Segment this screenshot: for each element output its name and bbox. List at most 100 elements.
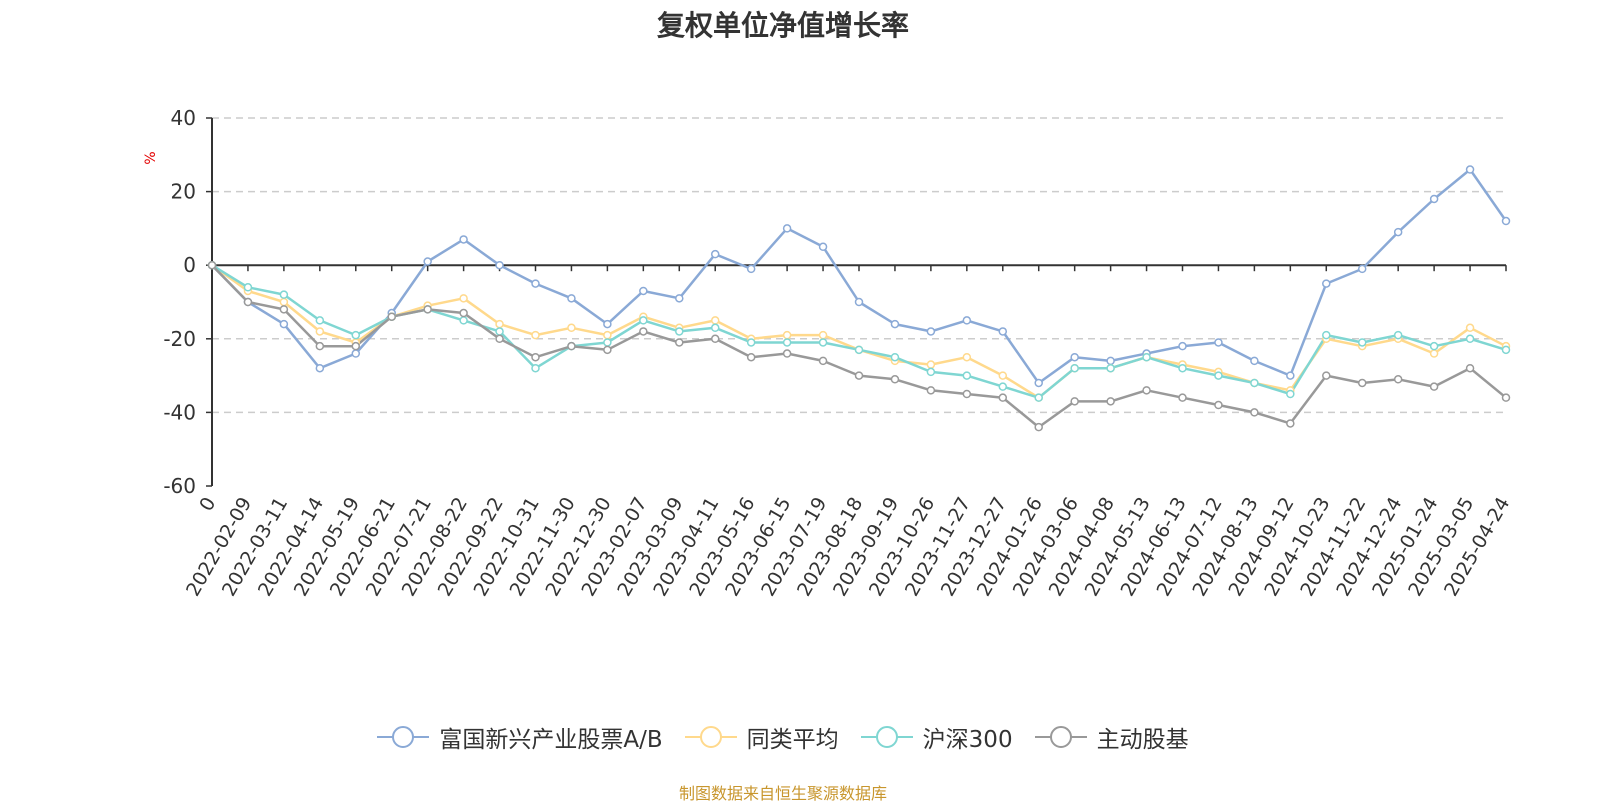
legend: 富国新兴产业股票A/B 同类平均 沪深300 主动股基 (0, 720, 1566, 754)
source-note: 制图数据来自恒生聚源数据库 (678, 784, 887, 803)
data-point (1250, 408, 1259, 417)
data-point (1070, 352, 1079, 362)
data-point (1178, 393, 1187, 402)
data-point (998, 371, 1008, 380)
data-point (1214, 400, 1223, 410)
legend-line-icon (377, 726, 430, 748)
data-point (710, 323, 720, 333)
line-chart: 40 20 0 -20 -40 -60 02022-02-092022-03-112022… (163, 106, 1514, 600)
legend-label: 同类平均 (746, 727, 839, 753)
data-point (818, 330, 828, 340)
y-tick-label: -20 (163, 327, 196, 351)
data-point (782, 349, 792, 358)
legend-line-icon (684, 726, 737, 748)
data-point (1322, 371, 1331, 380)
data-point (1034, 393, 1043, 402)
data-point (495, 260, 504, 270)
data-point (1393, 375, 1403, 384)
legend-item-csi300[interactable]: 沪深300 (860, 720, 1013, 754)
data-point (459, 294, 468, 303)
data-point (531, 330, 540, 340)
data-point (1465, 363, 1475, 373)
data-point (854, 297, 864, 307)
data-point (675, 294, 684, 303)
data-point (639, 286, 648, 296)
data-point (315, 341, 325, 351)
data-point (531, 363, 540, 373)
data-point (818, 242, 828, 252)
data-point (890, 352, 900, 362)
data-point (1214, 338, 1223, 347)
data-point (603, 319, 612, 329)
data-point (315, 363, 325, 373)
data-point (603, 338, 612, 347)
data-point (1214, 371, 1223, 380)
y-tick-label: -60 (163, 474, 196, 498)
data-point (710, 249, 720, 259)
data-point (567, 341, 576, 351)
x-tick-labels: 02022-02-092022-03-112022-04-142022-05-1… (182, 493, 1514, 600)
data-point (1357, 264, 1367, 274)
data-point (1250, 356, 1259, 366)
data-point (854, 371, 864, 380)
data-point (279, 297, 289, 307)
data-point (926, 367, 936, 377)
data-point (1286, 419, 1295, 428)
data-point (1357, 338, 1367, 347)
data-point (1501, 216, 1511, 226)
legend-label: 沪深300 (922, 727, 1013, 753)
data-point (1250, 378, 1259, 388)
data-point (1393, 227, 1403, 237)
data-point (890, 375, 900, 384)
legend-item-active-equity[interactable]: 主动股基 (1034, 720, 1189, 754)
legend-item-peer-average[interactable]: 同类平均 (684, 720, 839, 754)
data-point (1322, 330, 1331, 340)
data-point (818, 338, 828, 347)
data-point (567, 323, 576, 333)
data-point (423, 257, 432, 266)
data-point (710, 334, 720, 344)
y-tick-label: 40 (171, 106, 196, 130)
data-point (495, 319, 504, 329)
data-point (962, 389, 972, 399)
data-point (279, 319, 289, 329)
data-point (1286, 371, 1295, 380)
data-point (1286, 389, 1295, 399)
data-point (1429, 382, 1439, 391)
data-point (387, 312, 396, 321)
data-point (351, 341, 361, 351)
data-point (207, 260, 217, 270)
x-tick-label: 0 (195, 494, 220, 515)
legend-line-icon (860, 726, 913, 748)
data-point (1429, 194, 1439, 204)
data-point (1322, 279, 1331, 288)
data-point (782, 330, 792, 340)
data-point (1357, 378, 1367, 388)
data-point (746, 264, 756, 274)
data-point (1501, 393, 1511, 402)
legend-item-fund[interactable]: 富国新兴产业股票A/B (377, 720, 663, 754)
data-point (459, 235, 468, 244)
data-point (279, 290, 289, 299)
data-point (1393, 330, 1403, 340)
data-point (746, 352, 756, 362)
data-point (926, 360, 936, 369)
legend-label: 主动股基 (1096, 727, 1189, 753)
chart-title: 复权单位净值增长率 (656, 9, 909, 42)
data-point (1034, 378, 1043, 388)
data-point (1070, 363, 1079, 373)
y-tick-label: -40 (163, 400, 196, 424)
data-point (998, 327, 1008, 336)
data-point (1429, 341, 1439, 351)
legend-line-icon (1034, 726, 1087, 748)
data-point (962, 352, 972, 362)
data-point (351, 349, 361, 358)
data-point (926, 386, 936, 395)
data-point (710, 316, 720, 325)
data-point (782, 224, 792, 233)
data-point (1465, 323, 1475, 333)
y-tick-labels: 40 20 0 -20 -40 -60 (163, 106, 196, 498)
data-point (243, 283, 253, 292)
data-point (459, 308, 468, 318)
data-point (1106, 356, 1115, 366)
